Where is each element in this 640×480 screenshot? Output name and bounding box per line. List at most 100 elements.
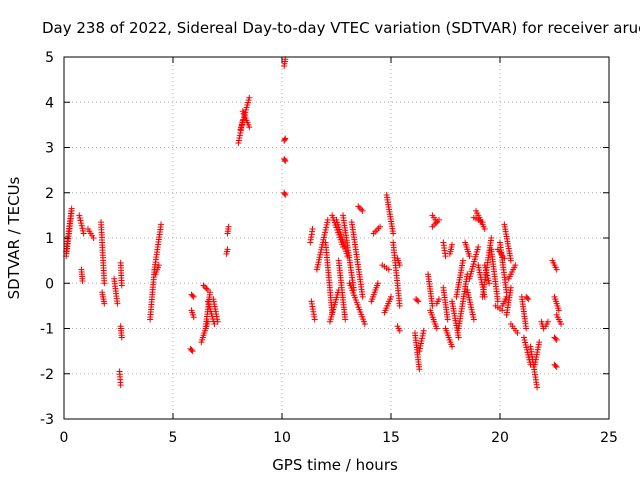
data-point [414,297,421,304]
data-point [470,316,477,323]
data-point [553,336,560,343]
data-point [485,277,492,284]
data-point [396,302,403,309]
data-point [76,214,83,221]
data-point [449,343,456,350]
data-point [282,192,289,199]
data-point [189,348,196,355]
data-point [523,325,530,332]
data-point [419,332,426,339]
data-point [377,223,384,230]
data-point [359,207,366,214]
data-point [417,343,424,350]
data-point [224,246,231,253]
data-point [189,292,196,299]
data-point [444,316,451,323]
data-point [534,384,541,391]
data-point [214,318,221,325]
x-tick-label: 25 [600,430,618,446]
data-point [419,335,426,342]
data-point [416,345,423,352]
data-point [553,363,560,370]
data-point [552,335,559,342]
data-point [420,330,427,337]
data-point [536,339,543,346]
data-point [553,266,560,273]
data-point [281,136,288,143]
axis-ticks: 0 5 10 15 20 25 -3 -2 -1 0 1 2 3 4 5 [40,50,618,446]
y-tick-label: -2 [40,367,54,383]
data-point [101,300,108,307]
data-point [281,190,288,197]
data-point [512,262,519,269]
data-point [524,294,531,301]
y-tick-label: 1 [45,231,54,247]
data-point [417,340,424,347]
data-point [482,267,489,274]
data-point [78,220,85,227]
data-point [361,320,368,327]
data-point [79,277,86,284]
data-point [281,156,288,163]
y-tick-label: -3 [40,412,54,428]
data-point [418,337,425,344]
data-point [118,282,125,289]
data-point [190,314,197,321]
data-point [455,334,462,341]
data-point [486,280,493,287]
data-point [488,235,495,241]
grid [64,57,609,419]
data-point [459,257,466,264]
data-point [374,280,381,287]
data-point [483,269,490,276]
y-tick-label: 2 [45,186,54,202]
data-point [435,296,442,303]
data-point [435,216,442,223]
data-point [324,216,331,223]
data-point [396,327,403,334]
y-tick-label: 0 [45,276,54,292]
data-point [155,262,162,269]
data-point [388,293,394,300]
data-point [158,221,165,228]
data-point [484,275,491,282]
data-point [475,244,482,251]
x-axis-title: GPS time / hours [272,456,398,474]
data-point [552,362,559,369]
chart-title: Day 238 of 2022, Sidereal Day-to-day VTE… [42,19,640,37]
y-axis-title: SDTVAR / TECUs [5,176,23,299]
data-point [415,298,422,305]
data-points [63,56,565,391]
data-point [359,293,366,300]
data-point [482,264,489,271]
data-point [311,316,318,323]
x-tick-label: 10 [273,430,291,446]
data-point [80,230,87,237]
data-point [449,241,456,248]
data-point [77,217,84,224]
data-point [494,298,501,305]
data-point [525,296,532,303]
data-point [481,225,488,232]
data-point [114,300,121,307]
x-tick-label: 5 [169,430,178,446]
data-point [481,262,488,269]
data-point [204,298,211,305]
data-point [246,124,253,131]
data-point [396,262,403,269]
data-point [416,366,423,373]
data-point [507,257,514,264]
x-tick-label: 15 [382,430,400,446]
y-tick-label: 3 [45,141,54,157]
data-point [79,227,86,234]
data-point [211,320,218,327]
data-point [79,225,86,232]
data-point [309,225,316,232]
data-point [466,253,473,260]
data-point [246,94,253,101]
data-point [282,135,289,142]
data-point [390,230,397,237]
data-point [225,223,232,230]
